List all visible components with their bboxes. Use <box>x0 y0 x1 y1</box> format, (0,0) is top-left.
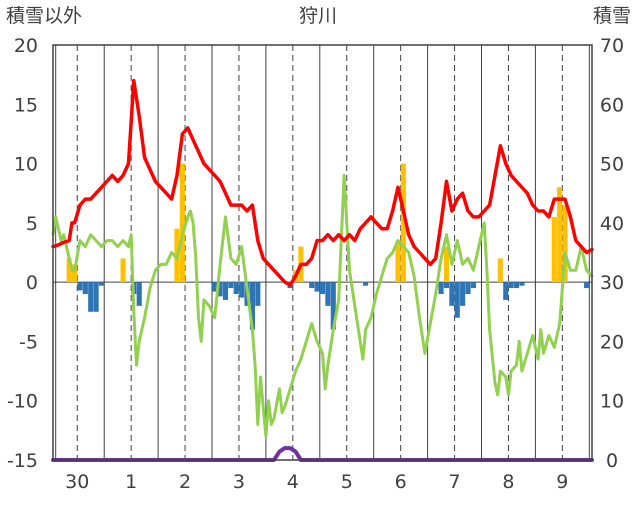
snowfall-bar <box>66 258 72 283</box>
x-tick-label: 9 <box>556 471 568 493</box>
snow-decrease-bar <box>255 282 261 306</box>
snowfall-bar <box>497 258 503 283</box>
temperature-line <box>51 173 594 438</box>
left-axis-title: 積雪以外 <box>6 5 82 27</box>
snow-decrease-bar <box>330 282 336 330</box>
chart-title: 狩川 <box>299 5 337 27</box>
left-tick-label: 5 <box>26 213 38 235</box>
snow-decrease-bar <box>503 282 509 300</box>
left-tick-label: -10 <box>7 391 38 413</box>
x-tick-label: 7 <box>449 471 461 493</box>
snow-decrease-bar <box>88 282 94 312</box>
x-tick-label: 2 <box>179 471 191 493</box>
snow-decrease-bar <box>454 282 460 318</box>
left-tick-label: 10 <box>14 154 38 176</box>
snow-decrease-bar <box>82 282 88 294</box>
x-tick-label: 1 <box>125 471 137 493</box>
snowfall-bar <box>395 240 401 283</box>
snow-decrease-bar <box>363 282 369 286</box>
snow-decrease-bar <box>449 282 455 306</box>
bars <box>66 163 590 330</box>
snow-decrease-bar <box>519 282 525 286</box>
right-axis-title: 積雪 <box>593 5 631 27</box>
snow-decrease-bar <box>233 282 239 294</box>
left-tick-label: 15 <box>14 94 38 116</box>
snowfall-bar <box>562 205 568 283</box>
snow-decrease-bar <box>98 282 105 286</box>
snow-decrease-bar <box>249 282 255 330</box>
x-tick-label: 6 <box>395 471 407 493</box>
snow-decrease-bar <box>460 282 466 306</box>
snow-decrease-bar <box>325 282 331 306</box>
snow-decrease-bar <box>438 282 444 294</box>
series-lines <box>51 78 594 462</box>
snow-decrease-bar <box>228 282 234 289</box>
snow-decrease-bar <box>319 282 326 294</box>
snow-decrease-bar <box>93 282 99 312</box>
snow-decrease-bar <box>508 282 514 289</box>
left-tick-label: 0 <box>26 272 38 294</box>
x-tick-label: 5 <box>341 471 353 493</box>
snow-decrease-bar <box>309 282 315 289</box>
snow-decrease-bar <box>136 282 142 306</box>
snowfall-bar <box>400 163 406 283</box>
right-tick-label: 50 <box>600 154 624 176</box>
snow-decrease-bar <box>217 282 223 297</box>
left-tick-label: -5 <box>19 331 38 353</box>
snowfall-bar <box>557 187 563 283</box>
snowfall-bar <box>71 264 78 283</box>
plot-frame <box>52 44 593 461</box>
left-tick-label: 20 <box>14 35 38 57</box>
snow-decrease-bar <box>77 282 83 291</box>
snow-decrease-bar <box>465 282 471 294</box>
snow-decrease-bar <box>513 282 520 289</box>
right-tick-label: 70 <box>600 35 624 57</box>
precipitation-line <box>51 446 594 462</box>
x-tick-label: 30 <box>65 471 89 493</box>
snow-decrease-bar <box>212 282 218 292</box>
x-tick-label: 8 <box>502 471 514 493</box>
snow-decrease-bar <box>443 282 450 289</box>
right-tick-label: 20 <box>600 331 624 353</box>
left-tick-label: -15 <box>7 450 38 472</box>
right-tick-label: 0 <box>606 450 618 472</box>
snow-decrease-bar <box>314 282 320 292</box>
snow-decrease-bar <box>222 282 229 300</box>
x-tick-label: 4 <box>287 471 299 493</box>
snowfall-bar <box>551 216 557 283</box>
snow-decrease-bar <box>584 282 590 289</box>
snow-decrease-bar <box>470 282 476 289</box>
snow-decrease-bar <box>239 282 245 298</box>
snowfall-bar <box>443 246 450 283</box>
x-tick-label: 3 <box>233 471 245 493</box>
right-tick-label: 30 <box>600 272 624 294</box>
snowfall-bar <box>120 258 126 283</box>
snow-depth-line <box>51 78 594 287</box>
right-tick-label: 60 <box>600 94 624 116</box>
right-tick-label: 40 <box>600 213 624 235</box>
snowfall-bar <box>179 163 185 283</box>
right-tick-label: 10 <box>600 391 624 413</box>
